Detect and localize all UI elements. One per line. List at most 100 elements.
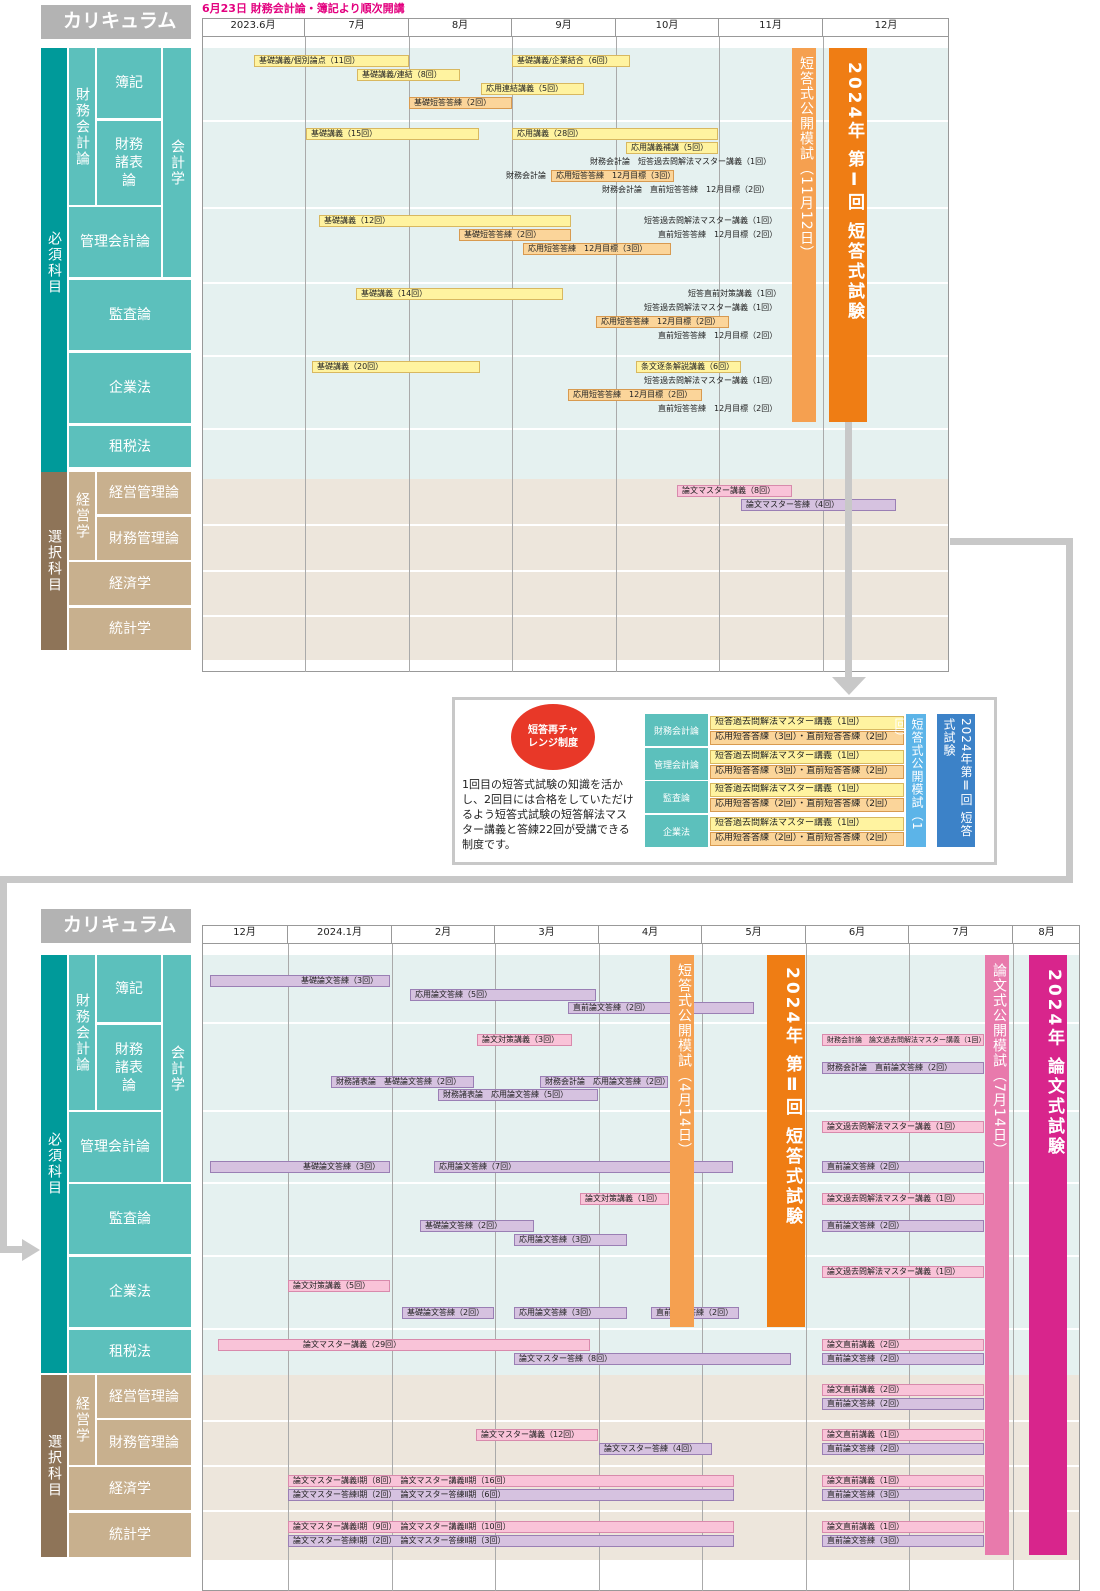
bottom-course-bar: 論文直前講義（1回）: [822, 1429, 984, 1441]
top-label-zaimu-kaikei-text: 財務会計論: [74, 86, 90, 167]
bottom-row-sep: [203, 1110, 1079, 1112]
bottom-course-bar: 応用論文答練（3回）: [514, 1234, 627, 1246]
retry-exam-bar: 2024年第Ⅱ回 短答式試験: [937, 714, 975, 847]
top-label-sentaku-text: 選択科目: [46, 529, 62, 593]
top-course-bar: 基礎短答答練（2回）: [409, 97, 512, 109]
top-label-keiei-kanri: 経営管理論: [97, 472, 191, 514]
bottom-course-bar: 論文直前講義（2回）: [822, 1384, 984, 1396]
bottom-course-bar: 論文マスター答練（4回）: [599, 1443, 712, 1455]
top-label-hissu: 必須科目: [41, 48, 67, 477]
top-row-sep: [203, 282, 948, 284]
bottom-course-bar: 財務会計論 論文過去問解法マスター講義（1回）: [822, 1034, 984, 1046]
bottom-course-bar: 直前論文答練（2回）: [822, 1161, 984, 1173]
top-label-kigyo: 企業法: [69, 353, 191, 423]
top-exam-1-bar: 2024年 第Ⅰ回 短答式試験: [829, 48, 867, 422]
retry-mock-bar: 短答式公開模試（1回）: [893, 714, 926, 847]
bottom-label-hissu-text: 必須科目: [46, 1132, 62, 1196]
bottom-month-1: 2024.1月: [288, 925, 392, 944]
bottom-row-sep: [203, 1182, 1079, 1184]
retry-bubble: 短答再チャレンジ制度: [511, 704, 595, 770]
top-month-2: 8月: [409, 18, 512, 37]
top-course-bar: 基礎講義/企業結合（6回）: [512, 55, 630, 67]
top-course-text: 短答過去問解法マスター講義（1回）: [644, 303, 778, 312]
top-grid: [202, 18, 949, 672]
bottom-course-bar: 直前論文答練（3回）: [822, 1535, 984, 1547]
top-course-text: 財務会計論 短答過去問解法マスター講義（1回）: [590, 157, 772, 166]
retry-course-bar: 応用短答答練（3回）・直前短答答練（2回）: [710, 765, 904, 779]
bottom-row-sep: [203, 1328, 1079, 1330]
bottom-exam-2-bar: 2024年 論文式試験: [1029, 955, 1067, 1555]
bottom-course-bar: 財務会計論 直前論文答練（2回）: [822, 1062, 984, 1074]
connector-line: [0, 1246, 24, 1253]
bottom-label-boki: 簿記: [97, 955, 161, 1022]
bottom-title: カリキュラム: [41, 909, 191, 943]
top-row-sep: [203, 355, 948, 357]
bottom-course-bar: 論文対策講義（3回）: [477, 1034, 572, 1046]
top-label-tokei: 統計学: [69, 608, 191, 650]
top-label-kaikeigaku-text: 会計学: [169, 138, 185, 187]
top-mock-exam-bar: 短答式公開模試（11月12日）: [792, 48, 816, 422]
top-course-bar: 基礎講義（15回）: [306, 128, 479, 140]
top-course-bar: 論文マスター講義（8回）: [677, 485, 792, 497]
connector-line: [0, 876, 7, 1252]
top-course-bar: 基礎短答答練（2回）: [459, 229, 571, 241]
top-label-boki: 簿記: [97, 48, 161, 118]
top-month-4: 10月: [616, 18, 719, 37]
bottom-month-line: [702, 944, 703, 1591]
bottom-row-sep: [203, 1022, 1079, 1024]
connector-line: [950, 538, 1073, 545]
top-row-sep: [203, 570, 948, 572]
bottom-label-kanri: 管理会計論: [69, 1112, 161, 1182]
top-course-text: 財務会計論: [506, 171, 546, 180]
bottom-month-0: 12月: [202, 925, 288, 944]
retry-course-bar: 応用短答答練（3回）・直前短答答練（2回）: [710, 731, 904, 745]
bottom-course-bar: 論文対策講義（5回）: [288, 1280, 390, 1292]
bottom-month-4: 4月: [599, 925, 702, 944]
top-course-bar: 基礎講義（12回）: [319, 215, 571, 227]
bottom-course-bar: 論文直前講義（1回）: [822, 1521, 984, 1533]
bottom-label-keieigaku: 経営学: [69, 1375, 95, 1465]
bottom-course-bar: 財務諸表論 基礎論文答練（2回）: [331, 1076, 474, 1088]
bottom-course-bar: 財務諸表論 応用論文答練（5回）: [438, 1089, 598, 1101]
top-label-kaikeigaku: 会計学: [163, 48, 191, 277]
top-label-keieigaku: 経営学: [69, 472, 95, 560]
top-month-line: [305, 37, 306, 672]
bottom-label-keieigaku-text: 経営学: [74, 1396, 90, 1444]
retry-course-bar: 短答過去問解法マスター講義（1回）: [710, 750, 904, 764]
top-course-text: 短答過去問解法マスター講義（1回）: [644, 376, 778, 385]
top-label-sentaku: 選択科目: [41, 472, 67, 650]
bottom-label-sozei: 租税法: [69, 1330, 191, 1373]
top-course-bar: 応用連結講義（5回）: [481, 83, 584, 95]
top-course-bar: 基礎講義（20回）: [312, 361, 480, 373]
bottom-label-zaimu-kaikei-text: 財務会計論: [74, 992, 90, 1073]
top-row-sep: [203, 120, 948, 122]
connector-arrow-right: [22, 1239, 40, 1261]
top-month-line: [719, 37, 720, 672]
retry-subject-1: 管理会計論: [645, 748, 708, 780]
bottom-course-bar: 直前論文答練（2回）: [822, 1398, 984, 1410]
bottom-row-sep: [203, 1465, 1079, 1467]
bottom-label-hissu: 必須科目: [41, 955, 67, 1373]
top-month-5: 11月: [719, 18, 823, 37]
bottom-row-sep: [203, 1255, 1079, 1257]
top-row-sep: [203, 524, 948, 526]
top-month-6: 12月: [823, 18, 949, 37]
connector-arrow-down: [832, 677, 866, 695]
top-course-bar: 応用短答答練 12月目標（2回）: [568, 389, 702, 401]
bottom-month-line: [599, 944, 600, 1591]
top-label-kanri: 管理会計論: [69, 207, 161, 277]
top-course-text: 短答直前対策講義（1回）: [688, 289, 782, 298]
bottom-month-line: [495, 944, 496, 1591]
bottom-course-bar: 直前論文答練（2回）: [822, 1443, 984, 1455]
bottom-course-bar: 論文マスター講義（29回）: [218, 1339, 590, 1351]
bottom-month-8: 8月: [1013, 925, 1080, 944]
top-course-bar: 応用講義（28回）: [512, 128, 718, 140]
bottom-course-bar: 論文マスター講義Ⅰ期（8回） 論文マスター講義Ⅱ期（16回）: [288, 1475, 734, 1487]
top-course-bar: 応用短答答練 12月目標（2回）: [596, 316, 729, 328]
bottom-month-3: 3月: [495, 925, 599, 944]
retry-course-bar: 短答過去問解法マスター講義（1回）: [710, 817, 904, 831]
bottom-month-2: 2月: [392, 925, 495, 944]
bottom-course-bar: 論文過去問解法マスター講義（1回）: [822, 1193, 984, 1205]
bottom-month-line: [392, 944, 393, 1591]
connector-line: [1066, 538, 1073, 883]
